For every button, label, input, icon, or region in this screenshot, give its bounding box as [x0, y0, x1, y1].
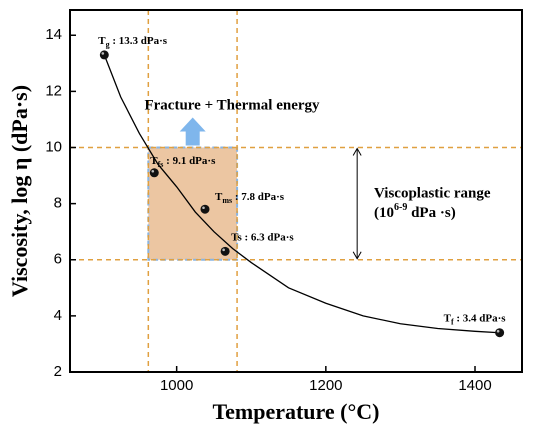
label-sub: g: [106, 40, 110, 49]
point-label: Ts : 6.3 dPa·s: [231, 231, 294, 243]
label-main: T: [215, 191, 223, 203]
label-rest: : 7.8 dPa·s: [232, 191, 285, 203]
point-highlight: [202, 206, 205, 210]
plot-frame: [69, 9, 523, 373]
label-rest: : 6.3 dPa·s: [242, 231, 295, 243]
y-axis-title: Viscosity, log η (dPa·s): [7, 85, 32, 297]
annotation: Viscoplastic range: [374, 185, 491, 201]
point-highlight: [496, 329, 500, 333]
fit-curve: [103, 54, 500, 334]
point: [495, 328, 505, 338]
point-highlight: [101, 52, 105, 55]
up-arrow: [179, 117, 206, 146]
point: [149, 168, 159, 178]
label-rest: : 9.1 dPa·s: [163, 154, 216, 166]
label-main: T: [98, 34, 106, 46]
y-tick-label: 8: [54, 195, 62, 212]
y-tick-label: 10: [45, 138, 62, 155]
point-label: Tfs : 9.1 dPa·s: [150, 154, 216, 168]
y-tick-label: 14: [45, 26, 62, 43]
arrow-head: [352, 251, 362, 260]
y-tick-label: 6: [54, 251, 62, 268]
label-main: T: [150, 154, 158, 166]
label-sub: fs: [158, 160, 164, 169]
x-tick-label: 1400: [458, 377, 491, 394]
label-sub: f: [451, 318, 454, 327]
annotation: (106-9 dPa ·s): [374, 202, 456, 221]
x-axis-title: Temperature (°C): [212, 399, 379, 424]
point-highlight: [151, 169, 155, 173]
label-rest: : 3.4 dPa·s: [454, 312, 507, 324]
label-main: Ts: [231, 231, 242, 243]
point-label: Tf : 3.4 dPa·s: [444, 312, 507, 326]
point: [99, 50, 109, 60]
x-tick-label: 1000: [160, 377, 193, 394]
y-tick-label: 12: [45, 82, 62, 99]
y-tick-label: 4: [54, 307, 62, 324]
label-sub: ms: [222, 196, 232, 205]
point: [220, 246, 230, 256]
annotation-part: (10: [374, 205, 394, 221]
annotation-part: dPa ·s): [407, 205, 455, 221]
annotation: Fracture + Thermal energy: [144, 97, 320, 113]
arrow-head: [352, 147, 362, 156]
point-highlight: [222, 248, 225, 252]
point-label: Tms : 7.8 dPa·s: [215, 191, 285, 205]
y-tick-label: 2: [54, 363, 62, 380]
point-label: Tg : 13.3 dPa·s: [98, 34, 168, 48]
label-rest: : 13.3 dPa·s: [110, 34, 168, 46]
label-main: T: [444, 312, 452, 324]
x-tick-label: 1200: [309, 377, 342, 394]
point: [200, 204, 210, 214]
annotation-sup: 6-9: [394, 202, 407, 213]
